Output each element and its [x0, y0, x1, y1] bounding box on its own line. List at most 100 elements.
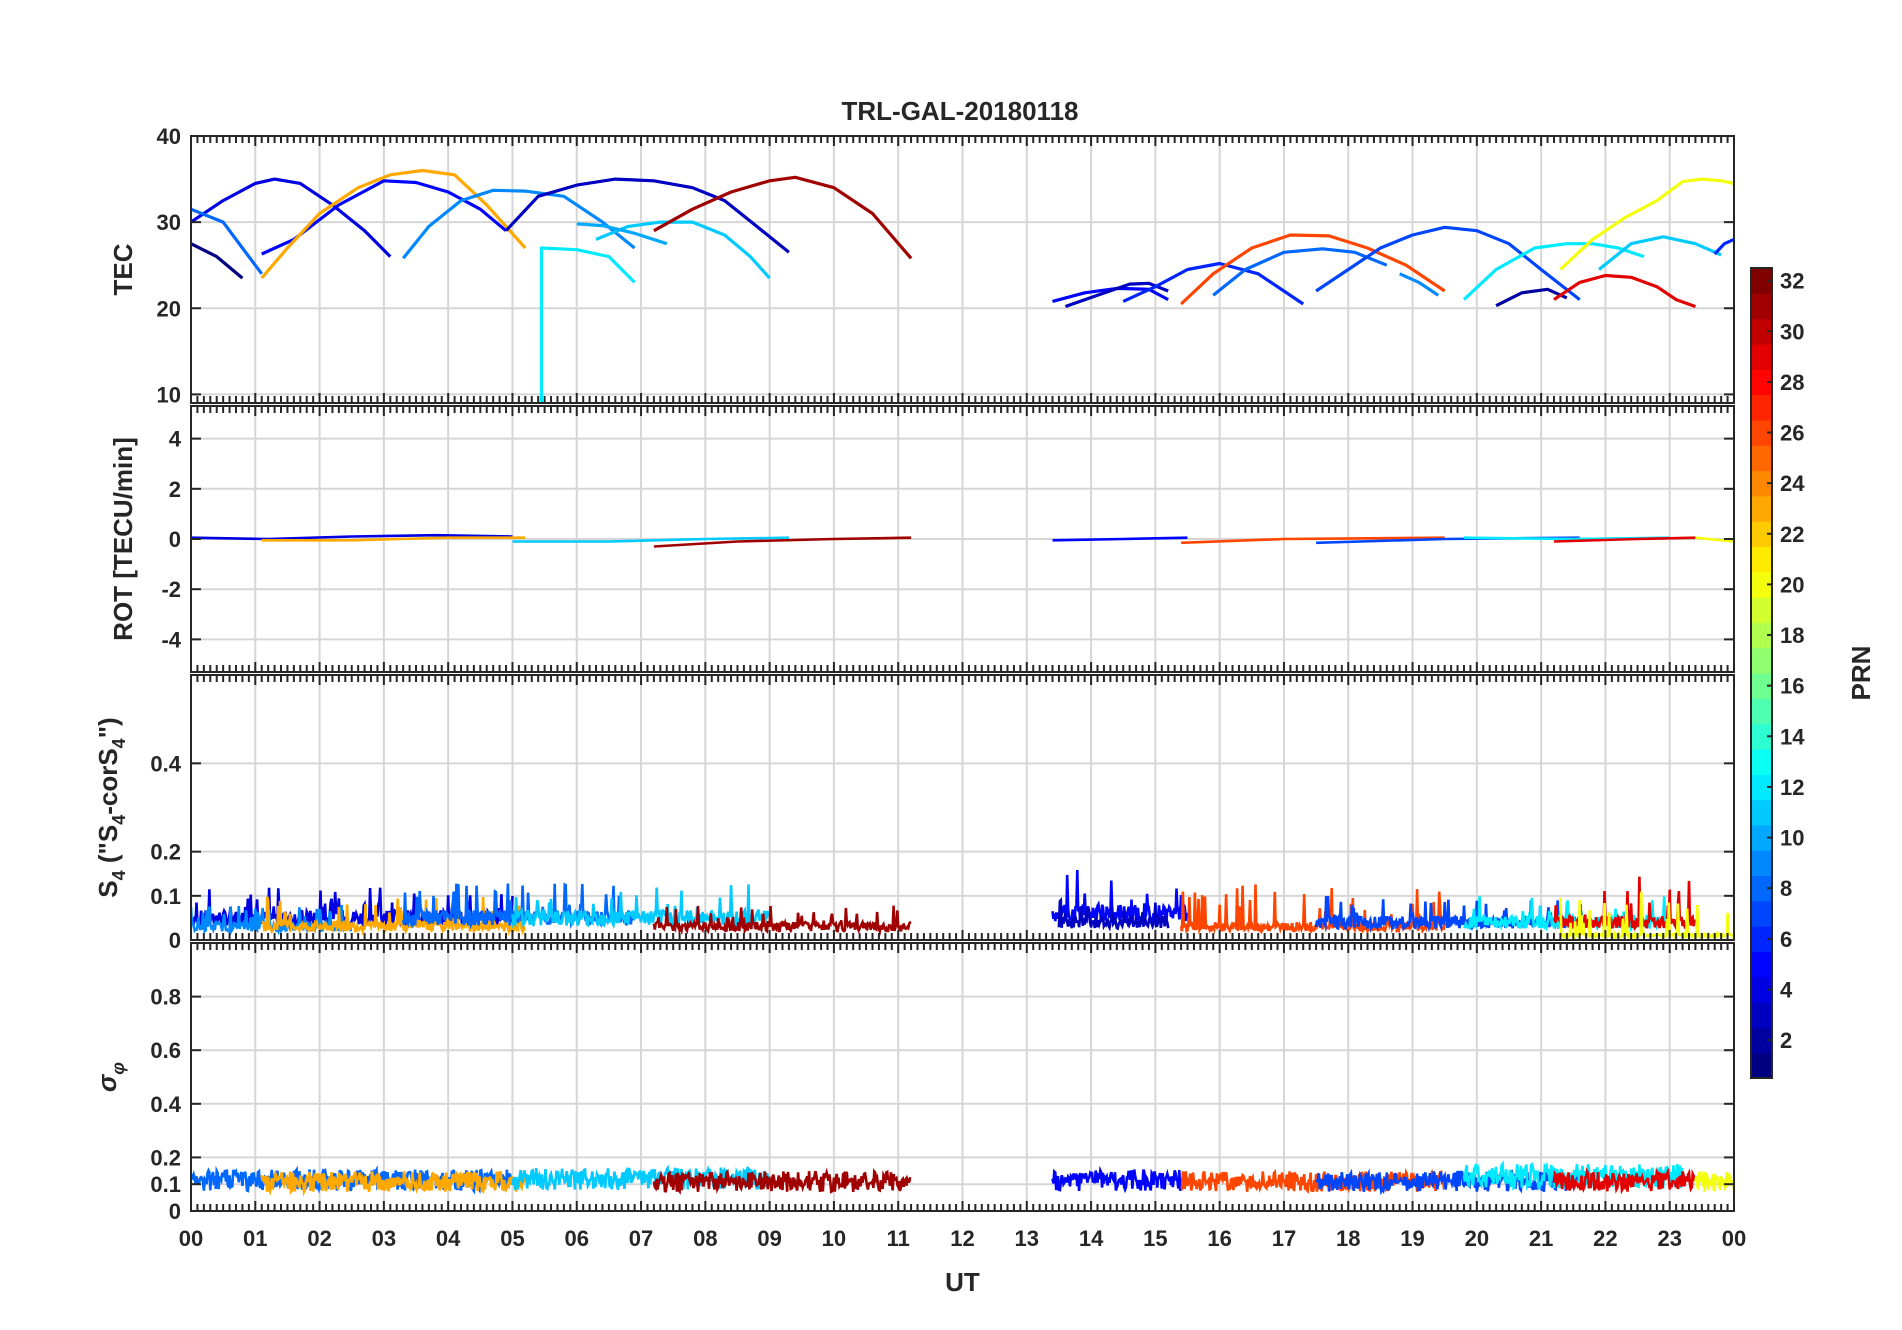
panel-tec: 10 20 30 40 TEC	[108, 124, 1735, 407]
x-tick-label: 08	[693, 1226, 717, 1251]
x-tick-label: 00	[1722, 1226, 1746, 1251]
colorbar-swatch	[1751, 394, 1772, 421]
series-line-prn-23	[260, 168, 527, 280]
colorbar-swatch	[1751, 470, 1772, 497]
x-tick-label: 14	[1079, 1226, 1104, 1251]
x-tick-label: 23	[1657, 1226, 1681, 1251]
colorbar-tick-label: 4	[1780, 977, 1793, 1002]
series-line-prn-1	[191, 242, 244, 280]
y-tick-label: 40	[157, 124, 181, 149]
y-axis-label: σφ	[92, 1062, 128, 1092]
y-tick-label: 2	[169, 477, 181, 502]
noise-series-prn-20	[1694, 1171, 1734, 1192]
noise-series-prn-23	[260, 1169, 527, 1197]
y-axis-label: TEC	[108, 243, 138, 295]
x-tick-label: 17	[1272, 1226, 1296, 1251]
colorbar-tick-label: 26	[1780, 421, 1804, 446]
y-tick-label: 30	[157, 210, 181, 235]
colorbar-tick-label: 8	[1780, 876, 1792, 901]
x-tick-label: 10	[822, 1226, 846, 1251]
x-tick-label: 21	[1529, 1226, 1553, 1251]
x-tick-label: 06	[565, 1226, 589, 1251]
colorbar-swatch	[1751, 926, 1772, 953]
y-tick-label: 0	[169, 928, 181, 953]
noise-series-prn-23	[261, 896, 526, 937]
x-tick-label: 12	[950, 1226, 974, 1251]
noise-series-prn-31	[652, 1167, 912, 1195]
noise-series-prn-20	[1559, 891, 1734, 940]
y-tick-label: 0.4	[150, 751, 181, 776]
series-line-prn-31	[653, 175, 913, 260]
colorbar-swatch	[1751, 1027, 1772, 1054]
series-line-prn-2	[1495, 287, 1568, 308]
colorbar-tick-label: 12	[1780, 775, 1804, 800]
y-tick-label: 0.2	[150, 1145, 181, 1170]
series-line-prn-9	[1399, 272, 1440, 297]
x-tick-label: 18	[1336, 1226, 1360, 1251]
colorbar-swatch	[1751, 774, 1772, 801]
tick-marks	[190, 675, 1735, 941]
x-tick-label: 15	[1143, 1226, 1167, 1251]
colorbar-swatch	[1751, 521, 1772, 548]
x-tick-label: 13	[1015, 1226, 1039, 1251]
colorbar-tick-label: 20	[1780, 572, 1804, 597]
noise-series-prn-7	[1315, 1168, 1581, 1196]
colorbar-swatch	[1751, 419, 1772, 446]
colorbar-tick-label: 24	[1780, 471, 1805, 496]
series-group	[191, 1160, 1734, 1197]
grid-lines	[191, 136, 1734, 403]
x-tick-label: 22	[1593, 1226, 1617, 1251]
colorbar-swatch	[1751, 850, 1772, 877]
x-tick-label: 20	[1465, 1226, 1489, 1251]
grid-lines	[191, 675, 1734, 940]
series-group	[191, 869, 1734, 940]
x-tick-label: 01	[243, 1226, 267, 1251]
colorbar-swatch	[1751, 900, 1772, 927]
y-tick-label: -4	[161, 627, 181, 652]
x-tick-label: 00	[179, 1226, 203, 1251]
colorbar-swatch	[1751, 647, 1772, 674]
y-tick-label: 0.2	[150, 840, 181, 865]
y-tick-label: 0.4	[150, 1092, 181, 1117]
colorbar-swatch	[1751, 976, 1772, 1003]
panel-rot: -4 -2 0 2 4 ROT [TECU/min]	[108, 405, 1735, 673]
series-line-prn-6	[1122, 261, 1305, 306]
x-tick-label: 07	[629, 1226, 653, 1251]
series-group	[191, 533, 1734, 548]
colorbar-tick-label: 22	[1780, 522, 1804, 547]
series-line-prn-9	[401, 188, 636, 260]
colorbar-swatch	[1751, 799, 1772, 826]
colorbar-swatch	[1751, 495, 1772, 522]
y-tick-label: -2	[161, 577, 181, 602]
colorbar-swatch	[1751, 597, 1772, 623]
colorbar-swatch	[1751, 1052, 1772, 1079]
colorbar-swatch	[1751, 343, 1772, 370]
x-tick-label: 03	[372, 1226, 396, 1251]
colorbar-tick-label: 10	[1780, 826, 1804, 851]
y-axis-label: S4 ("S4-corS4")	[93, 717, 129, 897]
y-tick-label: 0.1	[150, 1172, 181, 1197]
x-tick-label: 05	[500, 1226, 524, 1251]
y-tick-label: 0.6	[150, 1038, 181, 1063]
y-tick-label: 20	[157, 296, 181, 321]
series-line-prn-31	[653, 536, 912, 548]
series-line-prn-12	[1462, 242, 1645, 301]
panel-sigma_phi: 00.10.2 0.4 0.6 0.8 σφ 00 01 02 03 04 05 06 07 08 09 10…	[92, 942, 1746, 1297]
colorbar-tick-label: 28	[1780, 370, 1804, 395]
noise-series-prn-3	[1057, 897, 1170, 932]
y-axis-label: ROT [TECU/min]	[108, 437, 138, 641]
panel-s4: 0 0.1 0.2 0.4 S4 ("S4-corS4")	[93, 674, 1735, 953]
colorbar-tick-label: 30	[1780, 319, 1804, 344]
series-line-prn-8	[191, 207, 263, 275]
x-tick-label: 16	[1207, 1226, 1231, 1251]
noise-series-prn-31	[652, 905, 912, 936]
colorbar-swatch	[1751, 318, 1772, 345]
colorbar-swatch	[1751, 875, 1772, 902]
colorbar-swatch	[1751, 622, 1772, 649]
tick-marks	[190, 943, 1735, 1212]
grid-lines	[191, 943, 1734, 1211]
tick-marks	[190, 135, 1735, 403]
x-tick-label: 09	[757, 1226, 781, 1251]
